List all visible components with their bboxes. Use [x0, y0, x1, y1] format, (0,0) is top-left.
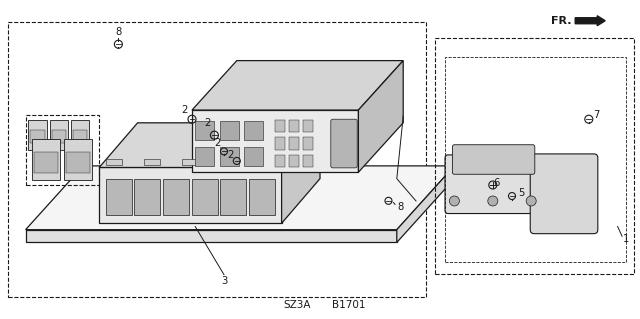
- FancyBboxPatch shape: [195, 121, 214, 140]
- FancyBboxPatch shape: [275, 120, 285, 132]
- FancyBboxPatch shape: [134, 179, 161, 215]
- Polygon shape: [99, 167, 282, 223]
- FancyBboxPatch shape: [73, 130, 87, 143]
- Text: 1: 1: [623, 234, 629, 244]
- Text: SZ3A: SZ3A: [284, 300, 311, 310]
- FancyBboxPatch shape: [195, 147, 214, 166]
- FancyBboxPatch shape: [244, 121, 263, 140]
- FancyBboxPatch shape: [244, 147, 263, 166]
- FancyBboxPatch shape: [49, 120, 68, 150]
- FancyBboxPatch shape: [303, 155, 313, 167]
- FancyBboxPatch shape: [52, 130, 66, 143]
- FancyBboxPatch shape: [191, 179, 218, 215]
- Text: 8: 8: [397, 202, 403, 212]
- Polygon shape: [282, 123, 320, 223]
- FancyBboxPatch shape: [28, 120, 47, 150]
- FancyBboxPatch shape: [31, 130, 45, 143]
- FancyBboxPatch shape: [67, 152, 90, 173]
- FancyBboxPatch shape: [64, 139, 92, 180]
- Polygon shape: [397, 166, 454, 242]
- Polygon shape: [358, 61, 403, 172]
- FancyBboxPatch shape: [289, 120, 299, 132]
- FancyBboxPatch shape: [303, 137, 313, 150]
- FancyArrow shape: [575, 16, 605, 26]
- FancyBboxPatch shape: [289, 137, 299, 150]
- FancyBboxPatch shape: [452, 145, 535, 174]
- FancyBboxPatch shape: [220, 121, 239, 140]
- FancyBboxPatch shape: [275, 137, 285, 150]
- FancyBboxPatch shape: [331, 119, 357, 168]
- FancyBboxPatch shape: [289, 155, 299, 167]
- Polygon shape: [192, 110, 358, 172]
- Text: FR.: FR.: [550, 16, 572, 26]
- FancyBboxPatch shape: [220, 147, 239, 166]
- Text: 7: 7: [593, 110, 600, 120]
- Circle shape: [449, 196, 460, 206]
- FancyBboxPatch shape: [220, 179, 246, 215]
- Text: 4: 4: [51, 158, 58, 168]
- FancyBboxPatch shape: [70, 120, 90, 150]
- Text: 5: 5: [518, 188, 525, 198]
- FancyBboxPatch shape: [445, 155, 545, 213]
- Polygon shape: [192, 61, 403, 110]
- Polygon shape: [26, 166, 454, 230]
- FancyBboxPatch shape: [275, 155, 285, 167]
- Text: 2: 2: [227, 150, 233, 160]
- FancyBboxPatch shape: [163, 179, 189, 215]
- FancyBboxPatch shape: [182, 159, 198, 166]
- FancyBboxPatch shape: [249, 179, 275, 215]
- Circle shape: [526, 196, 536, 206]
- Text: 6: 6: [493, 178, 499, 189]
- Polygon shape: [99, 123, 320, 167]
- FancyBboxPatch shape: [144, 159, 160, 166]
- FancyBboxPatch shape: [106, 159, 122, 166]
- Text: 2: 2: [205, 118, 211, 128]
- Text: 2: 2: [215, 137, 221, 148]
- Text: 3: 3: [221, 276, 227, 286]
- Text: 8: 8: [115, 27, 122, 37]
- FancyBboxPatch shape: [106, 179, 132, 215]
- FancyBboxPatch shape: [303, 120, 313, 132]
- Text: B1701: B1701: [332, 300, 365, 310]
- Circle shape: [488, 196, 498, 206]
- FancyBboxPatch shape: [32, 139, 60, 180]
- Polygon shape: [26, 230, 397, 242]
- FancyBboxPatch shape: [530, 154, 598, 234]
- Text: 2: 2: [181, 105, 187, 115]
- FancyBboxPatch shape: [35, 152, 58, 173]
